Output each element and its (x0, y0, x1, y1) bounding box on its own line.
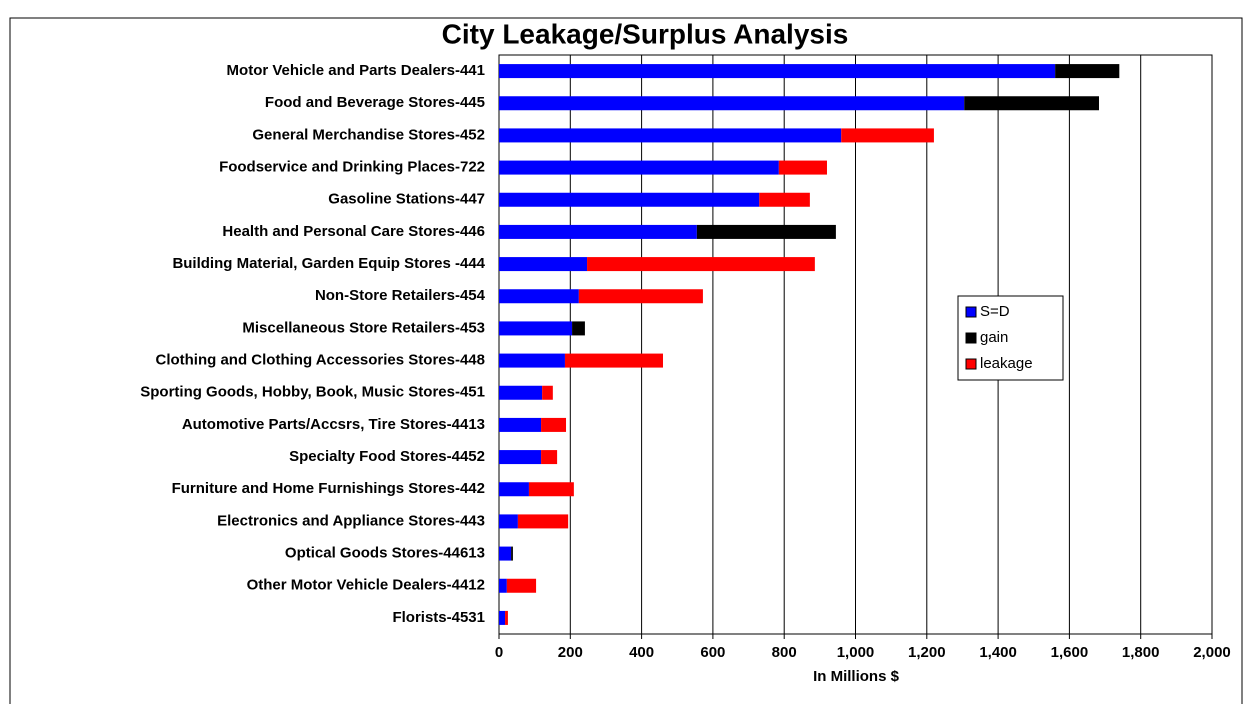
y-tick-label: Miscellaneous Store Retailers-453 (242, 319, 485, 336)
y-tick-label: Electronics and Appliance Stores-443 (217, 512, 485, 529)
y-tick-label: Foodservice and Drinking Places-722 (219, 159, 485, 176)
x-tick-label: 1,200 (908, 644, 946, 661)
bar-segment (517, 514, 569, 529)
bar-segment (499, 192, 760, 207)
bar-segment (499, 289, 579, 304)
bar-segment (499, 546, 512, 561)
y-tick-label: Building Material, Garden Equip Stores -… (172, 255, 485, 272)
y-tick-label: Furniture and Home Furnishings Stores-44… (172, 480, 485, 497)
bar-segment (696, 224, 836, 239)
legend-label: leakage (980, 355, 1033, 372)
legend-swatch (965, 306, 977, 318)
x-tick-label: 1,400 (979, 644, 1017, 661)
bar-segment (499, 578, 507, 593)
y-tick-label: Non-Store Retailers-454 (315, 287, 486, 304)
x-tick-label: 2,000 (1193, 644, 1231, 661)
y-tick-label: Clothing and Clothing Accessories Stores… (155, 352, 485, 369)
y-tick-label: Florists-4531 (392, 609, 485, 626)
x-tick-label: 1,800 (1122, 644, 1160, 661)
bar-segment (499, 64, 1056, 79)
x-tick-label: 1,600 (1051, 644, 1089, 661)
bar-segment (499, 224, 697, 239)
bar-segment (499, 610, 506, 625)
y-tick-label: Motor Vehicle and Parts Dealers-441 (227, 62, 485, 79)
bar-segment (499, 450, 542, 465)
bar-segment (541, 417, 567, 432)
bar-segment (572, 321, 585, 336)
y-tick-label: Gasoline Stations-447 (328, 191, 485, 208)
bar-segment (578, 289, 703, 304)
bar-segment (499, 353, 565, 368)
bar-segment (499, 321, 573, 336)
bar-segment (499, 257, 588, 272)
y-tick-label: General Merchandise Stores-452 (252, 126, 485, 143)
bar-segment (499, 96, 965, 111)
bar-segment (564, 353, 663, 368)
bar-segment (499, 385, 543, 400)
y-tick-label: Other Motor Vehicle Dealers-4412 (247, 577, 485, 594)
x-tick-label: 800 (772, 644, 797, 661)
y-tick-label: Optical Goods Stores-44613 (285, 545, 485, 562)
bar-segment (511, 546, 513, 561)
x-tick-label: 600 (700, 644, 725, 661)
x-tick-label: 200 (558, 644, 583, 661)
bar-segment (505, 610, 508, 625)
bar-segment (964, 96, 1099, 111)
y-tick-label: Sporting Goods, Hobby, Book, Music Store… (140, 384, 485, 401)
x-tick-label: 1,000 (837, 644, 875, 661)
bar-segment (499, 417, 542, 432)
x-tick-label: 0 (495, 644, 503, 661)
legend-swatch (965, 332, 977, 344)
legend-label: S=D (980, 303, 1010, 320)
bar-segment (542, 385, 553, 400)
y-tick-label: Food and Beverage Stores-445 (265, 94, 485, 111)
bar-segment (499, 160, 779, 175)
legend-label: gain (980, 329, 1008, 346)
bar-segment (499, 514, 518, 529)
bar-segment (841, 128, 934, 143)
x-tick-label: 400 (629, 644, 654, 661)
chart-title: City Leakage/Surplus Analysis (442, 18, 849, 49)
bar-segment (778, 160, 827, 175)
y-tick-label: Automotive Parts/Accsrs, Tire Stores-441… (182, 416, 485, 433)
bar-segment (1055, 64, 1120, 79)
bar-segment (499, 128, 842, 143)
bar-segment (587, 257, 815, 272)
bar-segment (506, 578, 537, 593)
bar-segment (499, 482, 529, 497)
y-tick-label: Specialty Food Stores-4452 (289, 448, 485, 465)
y-tick-label: Health and Personal Care Stores-446 (222, 223, 485, 240)
x-axis-title: In Millions $ (813, 668, 899, 685)
bar-segment (759, 192, 810, 207)
bar-segment (541, 450, 558, 465)
bar-segment (528, 482, 574, 497)
legend-swatch (965, 358, 977, 370)
